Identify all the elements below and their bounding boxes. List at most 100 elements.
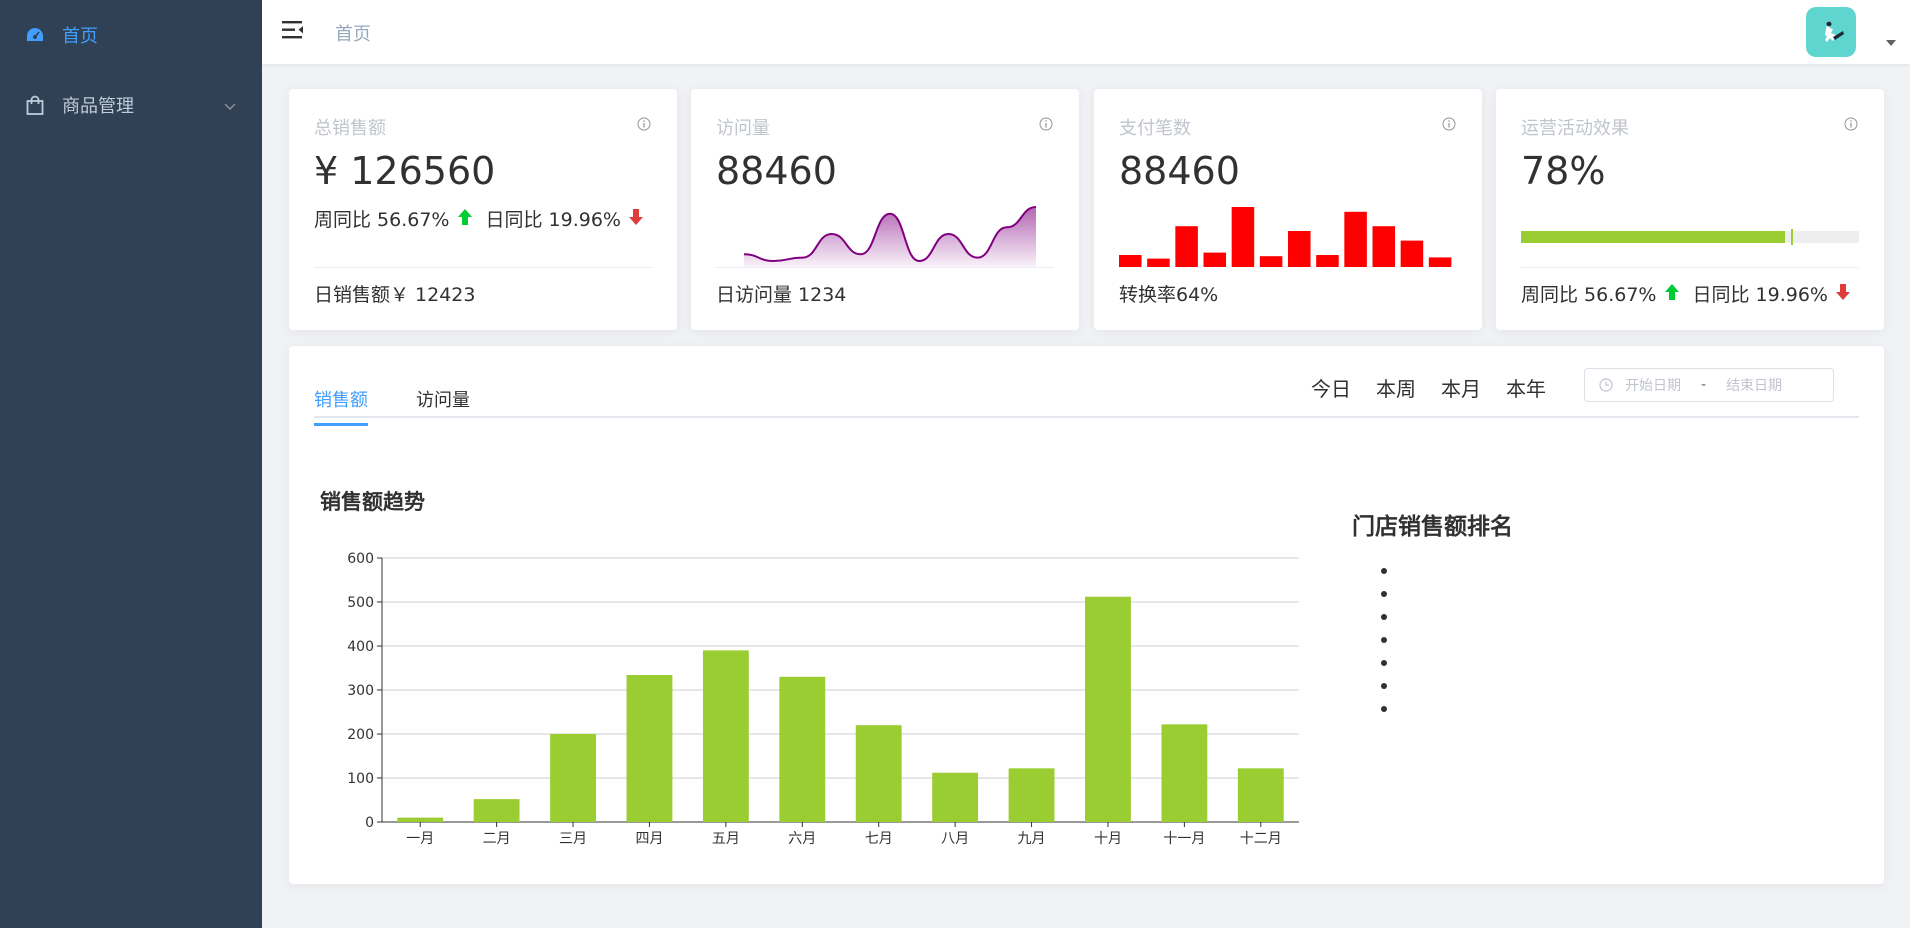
tab-visits[interactable]: 访问量 [416,390,470,411]
mini-bar [1259,256,1283,267]
bar [1161,724,1208,822]
clock-icon [1599,378,1613,392]
date-start-placeholder[interactable]: 开始日期 [1625,378,1681,394]
mini-bar [1316,255,1339,267]
bar [397,817,444,822]
mini-bar [1428,257,1452,267]
info-icon[interactable] [1844,117,1858,131]
day-compare-label: 日同比 19.96% [1692,284,1829,306]
payments-mini-bars [1119,207,1452,267]
navbar: 首页 [262,0,1910,64]
visits-card: 访问量 88460 日访问量 1234 [691,89,1079,330]
x-tick-label: 九月 [1018,831,1046,847]
caret-down-icon[interactable] [1886,40,1896,46]
panel-tabs: 销售额 访问量 [314,376,1859,426]
day-compare-label: 日同比 19.96% [485,209,622,231]
bar [1237,768,1284,822]
avatar[interactable] [1806,7,1856,57]
sidebar-item-label: 首页 [62,26,98,47]
bar [550,734,596,822]
x-tick-label: 五月 [712,831,740,847]
card-value: ¥ 126560 [314,149,496,193]
shopping-bag-icon [24,94,46,116]
visits-sparkline [743,206,1037,267]
info-icon[interactable] [1039,117,1053,131]
card-divider [1521,267,1859,268]
bar [473,799,520,822]
x-tick-label: 十月 [1094,831,1122,847]
mini-bar [1344,211,1367,267]
range-year[interactable]: 本年 [1506,377,1546,401]
card-divider [314,267,652,268]
mini-bar [1147,258,1170,267]
x-tick-label: 三月 [559,831,587,847]
card-footer: 日访问量 1234 [716,284,847,306]
range-month[interactable]: 本月 [1441,377,1481,401]
card-title: 运营活动效果 [1521,118,1629,139]
x-tick-label: 六月 [788,831,816,847]
x-tick-label: 二月 [483,831,511,847]
campaign-card: 运营活动效果 78% 周同比 56.67% 日同比 19.96% [1496,89,1884,330]
sparkline-line [743,206,1037,263]
hamburger-menu-icon[interactable] [282,20,306,42]
x-tick-label: 一月 [406,831,434,847]
bar [855,725,902,822]
card-value: 88460 [716,149,837,193]
breadcrumb: 首页 [335,24,371,45]
mini-bar [1231,207,1255,267]
y-tick-label: 400 [347,639,374,655]
range-week[interactable]: 本周 [1376,377,1416,401]
y-tick-label: 100 [347,771,374,787]
date-range-picker[interactable]: 开始日期 - 结束日期 [1584,368,1834,402]
bar [1085,596,1131,822]
card-footer: 日销售额￥ 12423 [314,284,476,306]
week-compare-label: 周同比 56.67% [314,209,450,231]
x-tick-label: 八月 [941,831,969,847]
y-tick-label: 200 [347,727,374,743]
chevron-down-icon [224,95,236,116]
x-tick-label: 四月 [635,831,663,847]
y-tick-label: 500 [347,595,374,611]
info-icon[interactable] [1442,117,1456,131]
arrow-up-icon [1664,283,1679,305]
y-tick-label: 300 [347,683,374,699]
bar [779,676,826,822]
card-title: 总销售额 [314,118,386,139]
sales-panel: 销售额 访问量 今日 本周 本月 本年 开始日期 - 结束日期 销售额趋势 0 1… [289,346,1884,884]
y-tick-label: 0 [365,815,374,831]
mini-bar [1119,255,1142,267]
sales-bar-chart: 0 100 200 300 400 500 600 一月 二月 三月 四月 五月 六月 七月 八月 九月 十月 十… [347,551,1299,847]
x-tick-label: 十二月 [1240,831,1282,847]
bar [702,650,749,822]
card-value: 78% [1521,149,1606,193]
progress-target-marker [1791,229,1794,245]
mini-bar [1175,226,1198,267]
card-title: 访问量 [716,118,770,139]
total-sales-card: 总销售额 ¥ 126560 周同比 56.67% 日同比 19.96% 日销售额… [289,89,677,330]
arrow-up-icon [457,208,472,230]
x-tick-label: 十一月 [1163,831,1205,847]
arrow-down-icon [1836,283,1850,305]
card-divider [716,267,1054,268]
card-footer: 转换率64% [1119,284,1219,306]
week-compare-label: 周同比 56.67% [1521,284,1657,306]
mini-bar [1400,240,1424,267]
tab-sales[interactable]: 销售额 [314,386,368,426]
arrow-down-icon [629,208,643,230]
card-compare-row: 周同比 56.67% 日同比 19.96% [314,205,657,232]
rank-title: 门店销售额排名 [1352,514,1513,540]
date-separator: - [1701,377,1707,393]
range-today[interactable]: 今日 [1311,377,1351,401]
sparkline-area [744,207,1036,267]
info-icon[interactable] [637,117,651,131]
sidebar-item-products[interactable]: 商品管理 [0,70,262,140]
progress-fill [1521,231,1785,243]
chart-title: 销售额趋势 [320,490,425,514]
y-tick-label: 600 [347,551,374,567]
sidebar-item-home[interactable]: 首页 [0,0,262,70]
progress-track [1521,229,1859,245]
mini-bar [1203,252,1227,267]
bar [626,675,673,822]
date-end-placeholder[interactable]: 结束日期 [1726,378,1783,394]
x-tick-label: 七月 [865,831,893,847]
